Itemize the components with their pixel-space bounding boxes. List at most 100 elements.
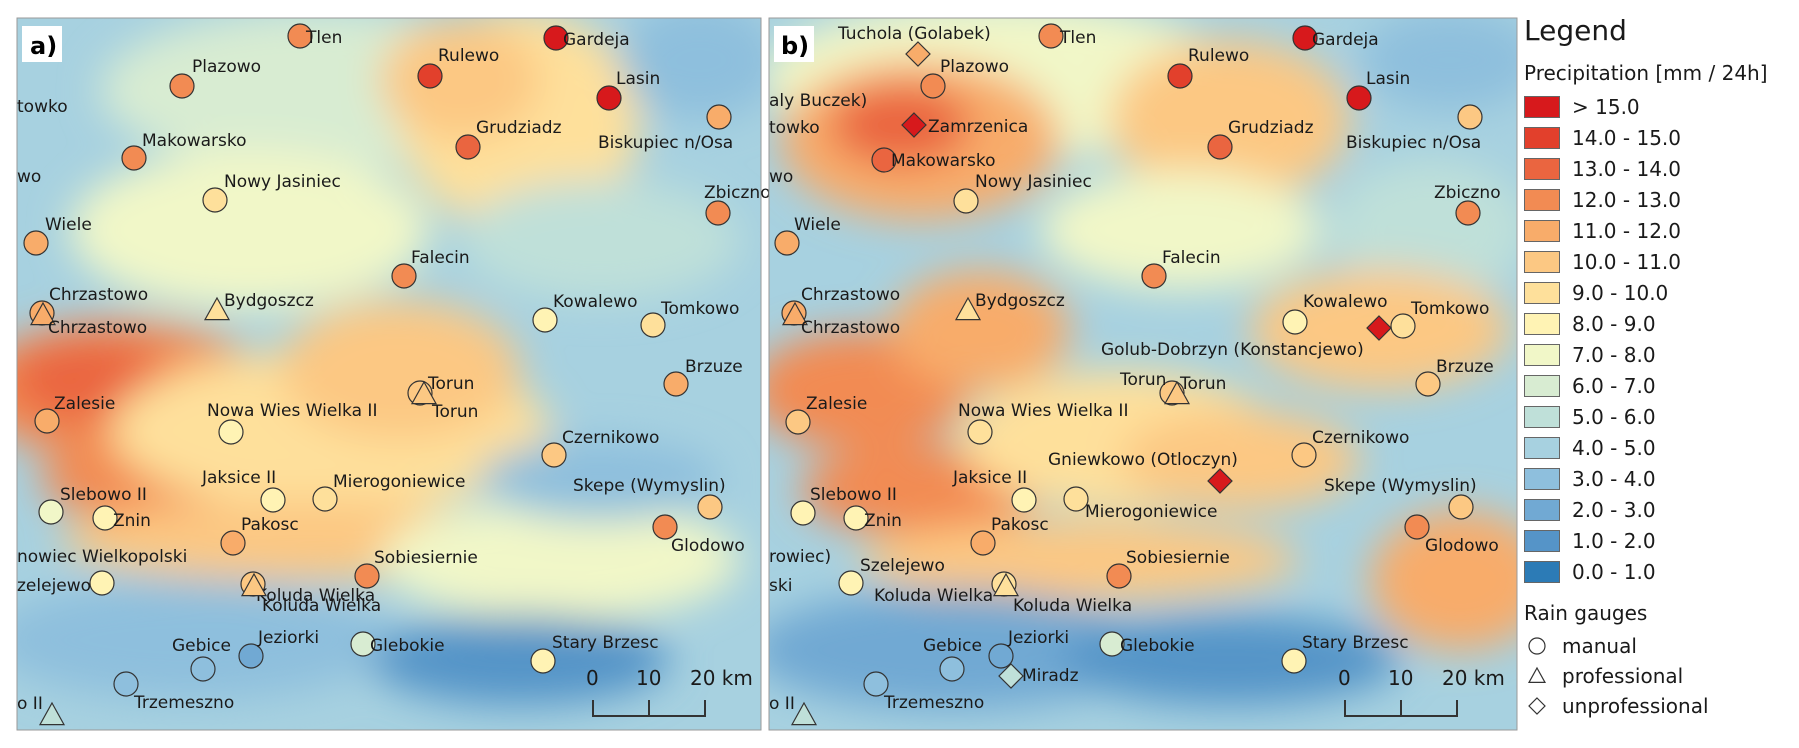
station-label: Trzemeszno — [133, 693, 234, 713]
legend-class-label: 3.0 - 4.0 — [1572, 466, 1656, 491]
station-manual: Jaksice II — [952, 468, 1037, 513]
legend-class-row: 9.0 - 10.0 — [1524, 277, 1794, 308]
station-manual: Gebice — [172, 636, 231, 682]
legend-swatch — [1524, 467, 1560, 490]
manual-gauge-marker — [871, 147, 897, 173]
panel-b-scalebar: 0 10 20 km — [1338, 666, 1505, 717]
panel-b-stations: Tuchola (Golabek) Tlen Gardeja Plazowo Rulew… — [769, 23, 1501, 726]
legend-class-row: 8.0 - 9.0 — [1524, 308, 1794, 339]
station-manual: Zbiczno — [1434, 183, 1501, 226]
station-manual: Biskupiec n/Osa — [598, 104, 733, 153]
scalebar-a-tick-1: 10 — [636, 666, 661, 690]
station-label: wo — [17, 167, 41, 187]
station-label: Tomkowo — [1410, 299, 1489, 319]
legend-swatch — [1524, 281, 1560, 304]
unprofessional-marker-icon — [1524, 695, 1550, 717]
station-manual: Tlen — [1038, 23, 1096, 49]
station-label: Kowalewo — [553, 292, 638, 312]
station-manual: Glodowo — [652, 514, 745, 556]
station-manual: Plazowo — [920, 57, 1009, 99]
station-label: Stary Brzesc — [552, 633, 659, 653]
station-label: Czernikowo — [562, 428, 659, 448]
station-manual: Falecin — [1141, 248, 1221, 289]
legend-swatch — [1524, 219, 1560, 242]
legend-class-label: 8.0 - 9.0 — [1572, 311, 1656, 336]
legend-gauge-row: professional — [1524, 661, 1794, 691]
station-label: Gniewkowo (Otloczyn) — [1048, 450, 1238, 470]
station-label: rowiec) — [769, 547, 831, 567]
manual-gauge-marker — [774, 230, 800, 256]
station-manual: Gardeja — [543, 25, 630, 51]
manual-gauge-marker — [1038, 23, 1064, 49]
station-manual: Rulewo — [1167, 46, 1249, 89]
station-manual: Slebowo II — [790, 485, 897, 526]
station-label: Bydgoszcz — [975, 291, 1065, 311]
station-manual: Nowa Wies Wielka II — [207, 401, 377, 445]
manual-gauge-marker — [391, 263, 417, 289]
station-manual: Grudziadz — [1207, 118, 1314, 160]
manual-gauge-marker — [23, 230, 49, 256]
legend-swatch — [1524, 498, 1560, 521]
manual-gauge-marker — [202, 187, 228, 213]
station-manual: Nowa Wies Wielka II — [958, 401, 1128, 445]
manual-gauge-marker — [863, 671, 889, 697]
station-manual: Pakosc — [970, 515, 1049, 556]
station-label: Gebice — [172, 636, 231, 656]
professional-gauge-marker — [790, 701, 818, 726]
legend: Legend Precipitation [mm / 24h] > 15.0 14… — [1524, 10, 1794, 721]
station-label: Gardeja — [1312, 30, 1379, 50]
station-label: Zbiczno — [704, 183, 771, 203]
station-manual: Stary Brzesc — [1281, 633, 1409, 674]
panel-a-raster — [17, 18, 761, 730]
manual-gauge-marker — [652, 514, 678, 540]
legend-class-row: > 15.0 — [1524, 91, 1794, 122]
station-unprofessional: Tuchola (Golabek) — [837, 24, 991, 67]
manual-gauge-marker — [970, 530, 996, 556]
legend-class-label: 0.0 - 1.0 — [1572, 559, 1656, 584]
station-label: Zbiczno — [1434, 183, 1501, 203]
station-label: Brzuze — [1436, 357, 1494, 377]
unprofessional-gauge-marker — [905, 41, 931, 67]
manual-gauge-marker — [838, 570, 864, 596]
legend-title: Legend — [1524, 14, 1627, 47]
legend-swatch — [1524, 250, 1560, 273]
legend-class-label: 7.0 - 8.0 — [1572, 342, 1656, 367]
station-label: Gebice — [923, 636, 982, 656]
legend-class-row: 6.0 - 7.0 — [1524, 370, 1794, 401]
station-label: Tlen — [305, 28, 342, 48]
station-manual: Nowy Jasiniec — [202, 172, 341, 213]
station-label: Glodowo — [671, 536, 745, 556]
manual-gauge-marker — [238, 643, 264, 669]
manual-gauge-marker — [312, 486, 338, 512]
manual-gauge-marker — [455, 134, 481, 160]
manual-gauge-marker — [260, 487, 286, 513]
station-manual: Brzuze — [1415, 357, 1494, 397]
precip-classes: > 15.0 14.0 - 15.0 13.0 - 14.0 12.0 - 13.0 1… — [1524, 91, 1794, 587]
station-none: towko — [769, 118, 820, 138]
station-manual: Jaksice II — [201, 468, 286, 513]
legend-swatch — [1524, 126, 1560, 149]
station-manual: Sobiesiernie — [354, 548, 478, 589]
station-manual: Skepe (Wymyslin) — [1324, 476, 1477, 520]
station-manual: Jeziorki — [988, 628, 1069, 669]
manual-gauge-marker — [92, 505, 118, 531]
manual-gauge-marker — [706, 104, 732, 130]
professional-gauge-marker — [203, 296, 231, 321]
station-manual: Czernikowo — [541, 428, 659, 468]
station-manual: Szelejewo — [838, 556, 945, 596]
manual-gauge-marker — [705, 200, 731, 226]
scalebar-b-tick-1: 10 — [1388, 666, 1413, 690]
station-manual: Grudziadz — [455, 118, 562, 160]
manual-gauge-marker — [543, 25, 569, 51]
station-label: wo — [769, 167, 793, 187]
station-label: Torun — [431, 402, 478, 422]
station-manual: Kowalewo — [1282, 292, 1388, 335]
panel-a-scalebar: 0 10 20 km — [586, 666, 753, 717]
station-label: Nowy Jasiniec — [975, 172, 1092, 192]
station-manual: Biskupiec n/Osa — [1346, 104, 1483, 153]
station-none: ski — [769, 576, 792, 596]
station-unprofessional: Gniewkowo (Otloczyn) — [1048, 450, 1238, 494]
legend-class-label: 10.0 - 11.0 — [1572, 249, 1681, 274]
station-label: Chrzastowo — [801, 318, 900, 338]
professional-gauge-marker — [781, 301, 809, 326]
